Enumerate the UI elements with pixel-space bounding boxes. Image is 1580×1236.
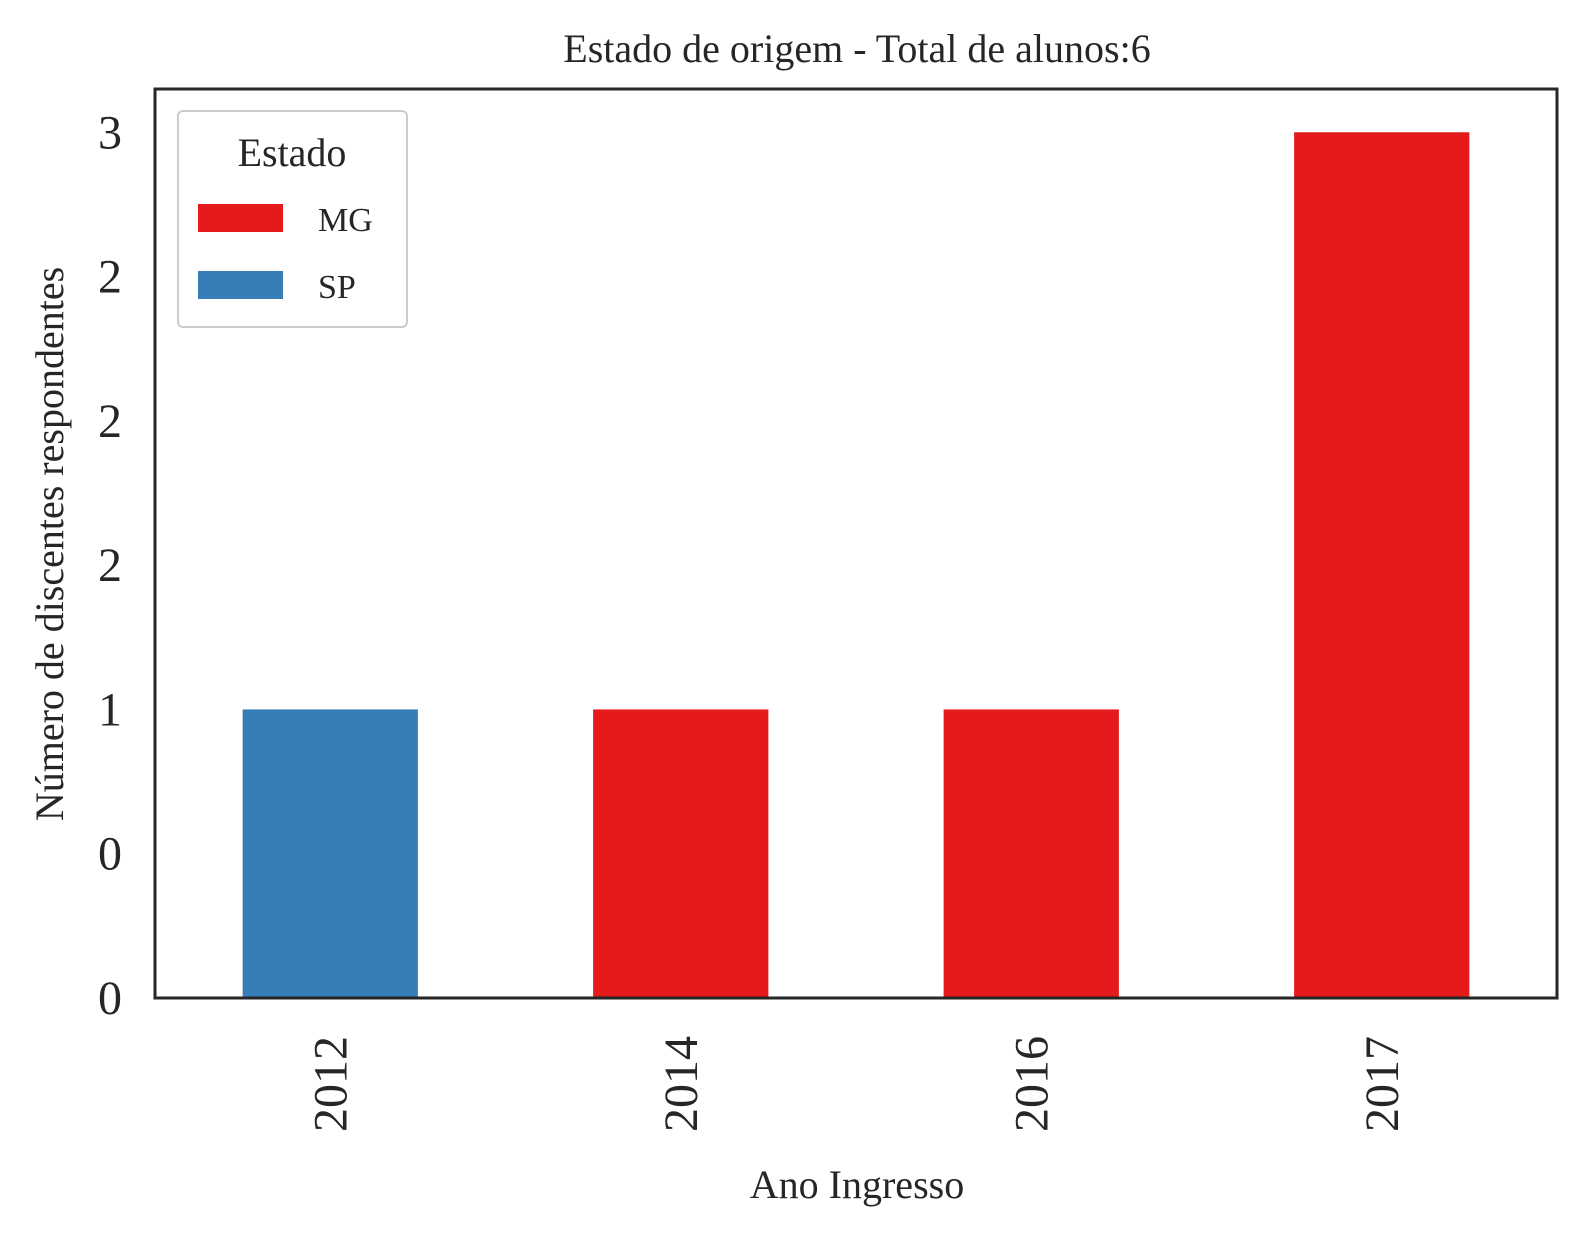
y-axis-ticks: 0 0 1 2 2 2 3	[98, 106, 122, 1025]
bar-2017-mg	[1294, 132, 1470, 999]
y-tick-label: 1	[98, 683, 122, 736]
legend-title: Estado	[238, 130, 347, 175]
y-tick-label: 0	[98, 828, 122, 881]
x-tick-label: 2014	[655, 1036, 708, 1132]
y-tick-label: 2	[98, 251, 122, 304]
bar-2016-mg	[943, 709, 1119, 998]
bar-2014-mg	[593, 709, 769, 998]
legend: Estado MG SP	[177, 110, 408, 328]
bars-group	[242, 132, 1470, 999]
plot-frame	[153, 87, 1559, 1000]
x-axis-ticks: 2012 2014 2016 2017	[304, 1036, 1409, 1132]
x-axis-label: Ano Ingresso	[750, 1162, 964, 1207]
x-tick-label: 2017	[1356, 1036, 1409, 1132]
legend-swatch-sp	[198, 271, 283, 299]
y-axis-label: Número de discentes respondentes	[27, 267, 72, 821]
x-tick-label: 2012	[304, 1036, 357, 1132]
chart-title: Estado de origem - Total de alunos:6	[563, 26, 1150, 71]
y-tick-label: 0	[98, 972, 122, 1025]
legend-label-mg: MG	[318, 202, 373, 239]
legend-label-sp: SP	[318, 269, 356, 306]
x-tick-label: 2016	[1005, 1036, 1058, 1132]
bar-2012-sp	[242, 709, 418, 998]
y-tick-label: 2	[98, 539, 122, 592]
legend-swatch-mg	[198, 204, 283, 232]
y-tick-label: 3	[98, 106, 122, 159]
y-tick-label: 2	[98, 395, 122, 448]
